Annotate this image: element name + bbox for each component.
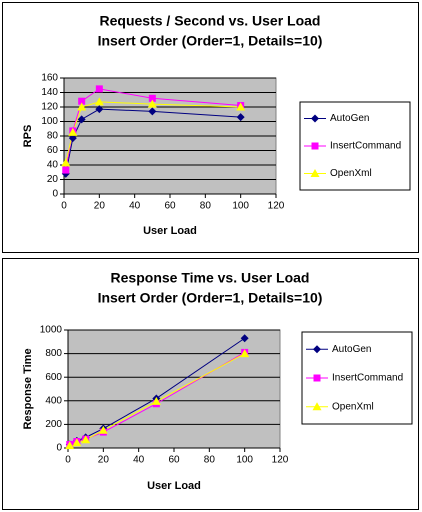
legend-label: AutoGen <box>332 344 371 355</box>
marker <box>312 402 322 411</box>
y-tick-label: 160 <box>41 73 58 84</box>
y-tick-label: 120 <box>41 102 58 113</box>
chart-title: Response Time vs. User Load <box>111 270 310 286</box>
x-tick-label: 60 <box>168 455 180 466</box>
marker <box>78 97 86 105</box>
marker <box>77 115 86 124</box>
y-axis-label: Response Time <box>22 348 34 429</box>
marker <box>148 107 157 116</box>
marker <box>81 435 91 444</box>
marker <box>94 97 104 106</box>
y-axis-label: RPS <box>22 125 34 148</box>
marker <box>313 345 321 354</box>
y-tick-label: 0 <box>56 443 62 454</box>
x-tick-label: 60 <box>164 201 176 212</box>
legend-label: OpenXml <box>330 168 372 179</box>
marker <box>147 99 157 108</box>
marker <box>65 441 75 450</box>
marker <box>61 158 71 167</box>
marker <box>236 113 245 122</box>
marker <box>240 349 250 358</box>
marker <box>95 85 103 93</box>
marker <box>240 334 249 343</box>
y-tick-label: 100 <box>41 116 58 127</box>
x-tick-label: 0 <box>61 201 67 212</box>
y-tick-label: 0 <box>52 189 58 200</box>
x-tick-label: 0 <box>65 455 71 466</box>
legend-label: OpenXml <box>332 401 374 412</box>
series-line <box>65 108 241 174</box>
legend-label: InsertCommand <box>332 373 403 384</box>
y-tick-label: 140 <box>41 87 58 98</box>
marker <box>72 438 82 447</box>
marker <box>77 102 87 111</box>
y-tick-label: 40 <box>47 160 59 171</box>
x-axis-label: User Load <box>143 225 197 237</box>
marker <box>151 396 161 405</box>
x-tick-label: 40 <box>129 201 141 212</box>
marker <box>62 166 70 174</box>
x-tick-label: 20 <box>94 201 106 212</box>
y-tick-label: 80 <box>47 131 59 142</box>
legend-label: InsertCommand <box>330 141 401 152</box>
marker <box>68 127 78 136</box>
marker <box>148 94 156 102</box>
chart-title: Requests / Second vs. User Load <box>100 13 321 29</box>
x-tick-label: 120 <box>268 201 285 212</box>
y-tick-label: 60 <box>47 145 59 156</box>
legend-label: AutoGen <box>330 113 369 124</box>
x-axis-label: User Load <box>147 480 201 492</box>
marker <box>68 134 77 143</box>
y-tick-label: 400 <box>45 395 62 406</box>
y-tick-label: 200 <box>45 419 62 430</box>
x-tick-label: 100 <box>232 201 249 212</box>
marker <box>310 169 320 177</box>
x-tick-label: 100 <box>236 455 253 466</box>
x-tick-label: 40 <box>133 455 145 466</box>
marker <box>98 425 108 434</box>
y-tick-label: 1000 <box>40 325 63 336</box>
marker <box>236 102 246 111</box>
x-tick-label: 80 <box>200 201 212 212</box>
x-tick-label: 20 <box>98 455 110 466</box>
x-tick-label: 120 <box>272 455 289 466</box>
chart-subtitle: Insert Order (Order=1, Details=10) <box>98 33 323 49</box>
y-tick-label: 20 <box>47 174 59 185</box>
marker <box>311 114 319 123</box>
marker <box>313 374 321 382</box>
marker <box>95 105 104 114</box>
x-tick-label: 80 <box>204 455 216 466</box>
y-tick-label: 800 <box>45 348 62 359</box>
chart-subtitle: Insert Order (Order=1, Details=10) <box>98 290 323 306</box>
marker <box>311 142 319 150</box>
y-tick-label: 600 <box>45 372 62 383</box>
